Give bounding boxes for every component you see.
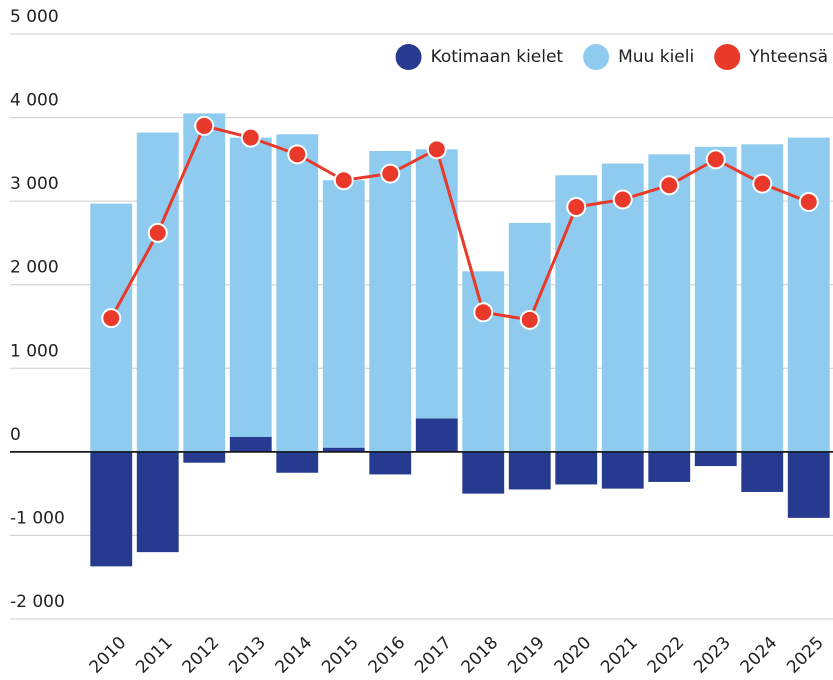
bar bbox=[787, 451, 830, 518]
bar bbox=[555, 451, 598, 485]
bar bbox=[648, 451, 691, 482]
line-marker bbox=[473, 302, 494, 323]
bar bbox=[601, 163, 644, 452]
line-marker bbox=[101, 308, 122, 329]
line-marker bbox=[194, 115, 215, 136]
x-tick-label: 2018 bbox=[458, 633, 503, 678]
bar bbox=[462, 451, 505, 494]
x-tick-label: 2025 bbox=[783, 633, 828, 678]
line-marker bbox=[240, 127, 261, 148]
line-marker bbox=[752, 173, 773, 194]
bar bbox=[369, 151, 412, 452]
y-tick-label: 0 bbox=[10, 425, 21, 445]
x-tick-label: 2016 bbox=[365, 633, 410, 678]
x-tick-label: 2010 bbox=[86, 633, 131, 678]
bar bbox=[183, 113, 226, 452]
line-marker bbox=[798, 191, 819, 212]
bar bbox=[601, 451, 644, 489]
bar bbox=[369, 451, 412, 475]
x-tick-label: 2022 bbox=[644, 633, 689, 678]
bar bbox=[741, 144, 784, 452]
bar bbox=[694, 146, 737, 452]
y-tick-label: -2 000 bbox=[10, 592, 65, 612]
bar bbox=[741, 451, 784, 492]
bar bbox=[415, 418, 458, 452]
bar bbox=[322, 447, 365, 452]
line-marker bbox=[519, 309, 540, 330]
line-marker bbox=[612, 189, 633, 210]
legend-label: Yhteensä bbox=[748, 47, 828, 67]
y-tick-label: 2 000 bbox=[10, 258, 59, 278]
legend-swatch bbox=[583, 44, 610, 70]
y-tick-label: 1 000 bbox=[10, 341, 59, 361]
x-tick-label: 2015 bbox=[318, 633, 363, 678]
bar bbox=[462, 271, 505, 452]
x-tick-label: 2023 bbox=[690, 633, 735, 678]
line bbox=[109, 124, 810, 322]
x-tick-label: 2014 bbox=[272, 633, 317, 678]
bar bbox=[322, 180, 365, 448]
bar bbox=[508, 222, 551, 452]
line-marker bbox=[426, 139, 447, 160]
bar bbox=[136, 132, 179, 452]
y-tick-label: 3 000 bbox=[10, 174, 59, 194]
x-tick-label: 2024 bbox=[737, 633, 782, 678]
y-tick-label: 5 000 bbox=[10, 7, 59, 27]
line-marker bbox=[705, 149, 726, 170]
line-marker bbox=[380, 163, 401, 184]
bar bbox=[229, 436, 272, 452]
line-marker bbox=[333, 170, 354, 191]
x-tick-label: 2017 bbox=[411, 633, 456, 678]
x-tick-label: 2012 bbox=[179, 633, 224, 678]
bar bbox=[90, 451, 133, 567]
x-tick-label: 2011 bbox=[132, 633, 177, 678]
bar bbox=[415, 149, 458, 419]
line-marker bbox=[566, 196, 587, 217]
bar bbox=[229, 137, 272, 437]
line-marker bbox=[659, 175, 680, 196]
legend-label: Muu kieli bbox=[618, 47, 694, 67]
y-tick-label: 4 000 bbox=[10, 91, 59, 111]
bar bbox=[136, 451, 179, 553]
line-marker bbox=[287, 144, 308, 165]
legend-label: Kotimaan kielet bbox=[431, 47, 564, 67]
bar bbox=[694, 451, 737, 467]
line-marker bbox=[147, 222, 168, 243]
bar bbox=[648, 154, 691, 452]
x-tick-label: 2019 bbox=[504, 633, 549, 678]
bar bbox=[555, 175, 598, 452]
bar bbox=[276, 451, 319, 473]
x-tick-label: 2013 bbox=[225, 633, 270, 678]
bar bbox=[276, 134, 319, 452]
legend-swatch bbox=[395, 44, 422, 70]
x-tick-label: 2021 bbox=[597, 633, 642, 678]
bar bbox=[787, 137, 830, 452]
bar bbox=[508, 451, 551, 490]
bar bbox=[183, 451, 226, 463]
x-tick-label: 2020 bbox=[551, 633, 596, 678]
legend-swatch bbox=[714, 44, 741, 70]
y-tick-label: -1 000 bbox=[10, 508, 65, 528]
